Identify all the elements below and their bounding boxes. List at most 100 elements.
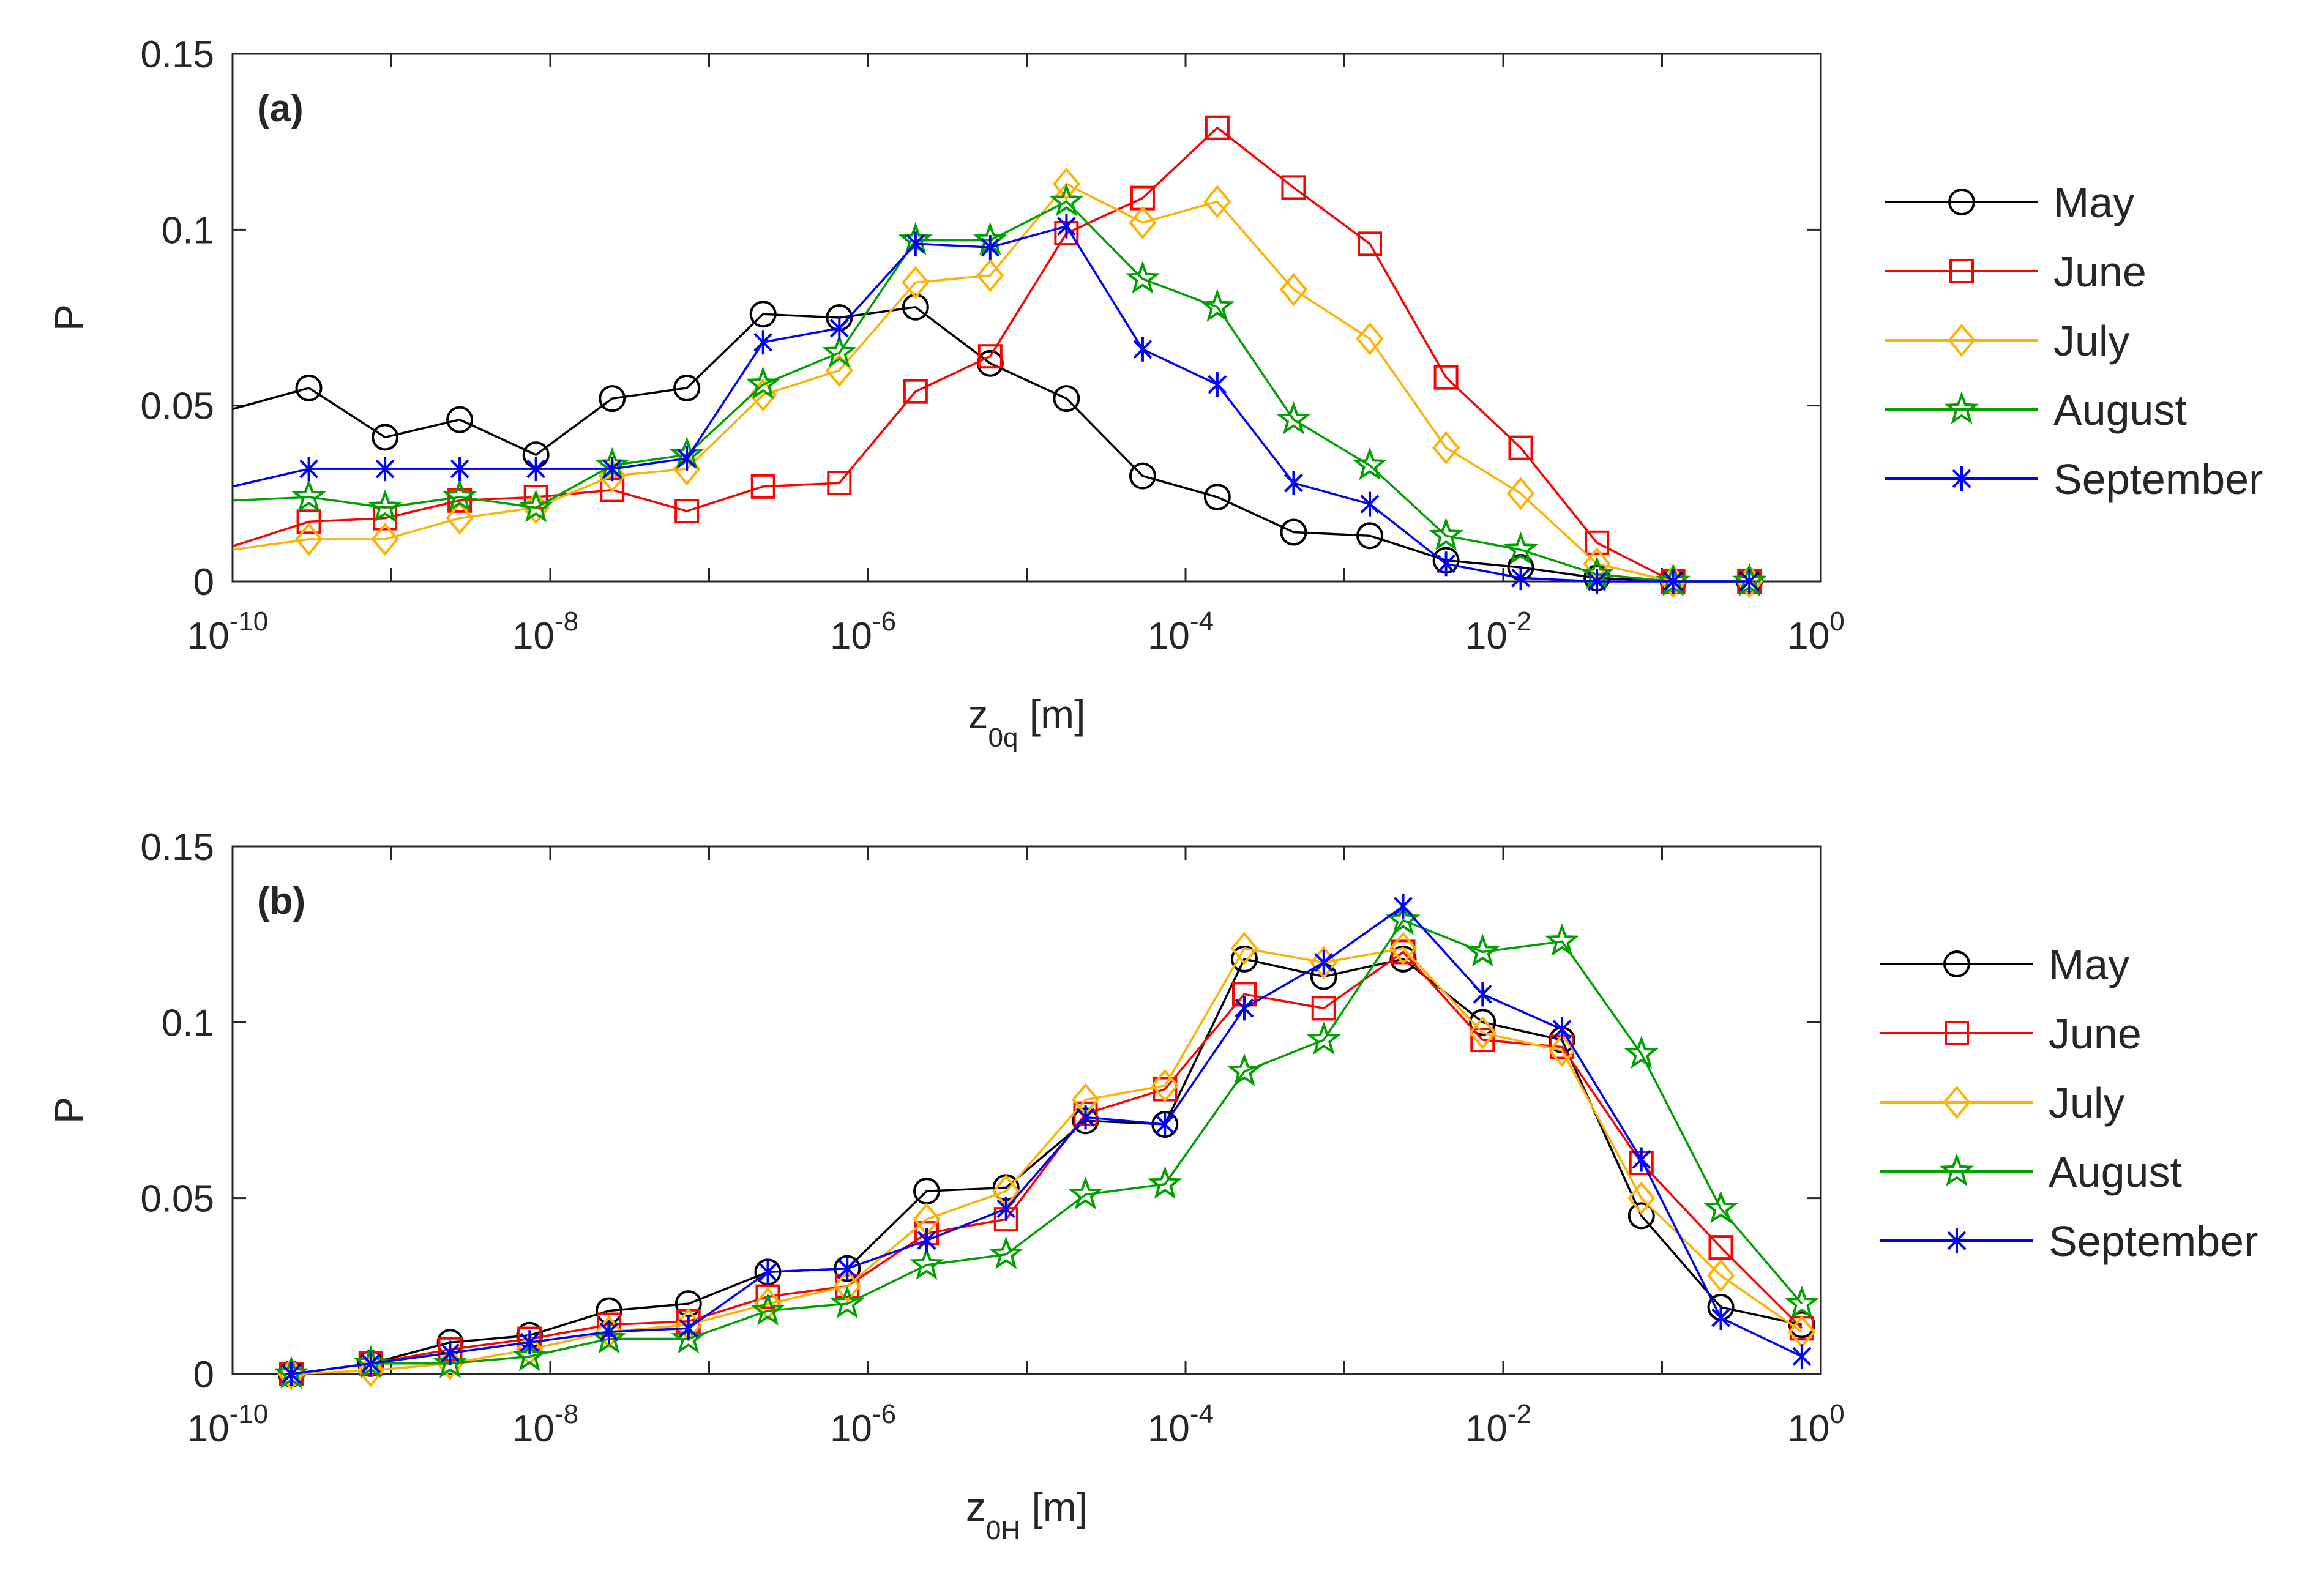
y-tick-label: 0 xyxy=(193,1354,214,1396)
data-point-september xyxy=(1208,372,1227,397)
data-point-july xyxy=(1706,1258,1735,1293)
legend: May June July August September xyxy=(1880,941,2258,1265)
data-point-september xyxy=(602,457,622,482)
data-point-july xyxy=(1627,1181,1656,1215)
data-point-september xyxy=(1587,569,1607,594)
data-point-august xyxy=(518,489,553,523)
data-point-july xyxy=(1203,185,1231,218)
data-point-june xyxy=(1433,365,1459,390)
data-point-september xyxy=(917,1228,936,1253)
data-point-august xyxy=(367,489,403,523)
data-point-june xyxy=(674,499,700,524)
x-tick-label: 10-2 xyxy=(1465,607,1531,657)
data-point-august xyxy=(1227,1053,1262,1086)
series-line-july xyxy=(232,182,1750,583)
data-point-september xyxy=(361,1351,381,1376)
x-tick-label: 10-6 xyxy=(830,607,896,657)
data-point-july xyxy=(294,522,323,556)
axes-box xyxy=(231,53,1822,583)
data-point-june xyxy=(1708,1235,1733,1260)
data-point-september xyxy=(1632,1147,1651,1172)
data-point-september xyxy=(758,1260,777,1285)
data-point-may xyxy=(749,301,777,328)
legend-label-june: June xyxy=(2053,248,2147,296)
data-point-september xyxy=(1394,894,1413,919)
legend-marker-august xyxy=(1939,1153,1975,1187)
legend-marker-august xyxy=(1944,391,1979,425)
x-axis-label: z0q [m] xyxy=(968,692,1086,753)
data-point-september xyxy=(520,1330,539,1355)
data-point-september xyxy=(837,1256,857,1281)
series-line-june xyxy=(232,126,1750,583)
legend-label-july: July xyxy=(2049,1079,2124,1127)
data-point-september xyxy=(1056,214,1076,239)
data-point-august xyxy=(750,1292,785,1326)
data-point-may xyxy=(1203,484,1231,511)
legend-label-september: September xyxy=(2049,1217,2258,1265)
data-point-september xyxy=(282,1362,301,1386)
series-line-may xyxy=(232,305,1750,583)
data-point-may xyxy=(1231,945,1258,973)
plot-area xyxy=(233,846,1821,1374)
data-point-july xyxy=(1129,206,1157,239)
data-point-august xyxy=(1465,933,1500,967)
data-point-july xyxy=(595,1315,623,1349)
data-point-june xyxy=(1281,175,1306,200)
x-tick-label: 10-8 xyxy=(512,1399,578,1450)
y-axis-label: P xyxy=(46,304,91,331)
data-point-august xyxy=(1068,1176,1103,1209)
data-point-september xyxy=(829,316,849,341)
data-point-june xyxy=(750,474,775,499)
data-point-september xyxy=(1284,471,1303,496)
data-point-august xyxy=(1703,1190,1738,1223)
data-point-may xyxy=(1469,1009,1496,1036)
data-point-august xyxy=(1306,1021,1342,1055)
legend-marker-september xyxy=(1947,1228,1967,1253)
panel-label: (b) xyxy=(257,880,305,922)
data-point-june xyxy=(1470,1028,1495,1053)
data-point-may xyxy=(446,406,474,433)
data-point-june xyxy=(977,344,1003,369)
y-tick-label: 0.15 xyxy=(140,826,214,868)
data-point-july xyxy=(446,501,474,535)
legend-marker-july xyxy=(1948,323,1976,357)
data-point-june xyxy=(1508,435,1533,460)
x-tick-label: 10-6 xyxy=(830,1399,896,1450)
x-tick-label: 10-10 xyxy=(187,1399,269,1450)
x-axis-label: z0H [m] xyxy=(966,1484,1088,1545)
data-point-july xyxy=(902,266,930,299)
legend: May June July August September xyxy=(1885,179,2263,503)
data-point-august xyxy=(442,479,477,512)
series-line-september xyxy=(291,905,1803,1375)
axes-box xyxy=(231,845,1822,1375)
legend-marker-may xyxy=(1943,950,1970,977)
data-point-august xyxy=(1352,447,1388,480)
data-point-june xyxy=(903,379,928,404)
legend-label-may: May xyxy=(2053,179,2134,226)
data-point-august xyxy=(822,334,857,368)
legend-marker-september xyxy=(1952,466,1971,491)
y-axis-label: P xyxy=(46,1097,91,1124)
data-point-august xyxy=(1386,902,1421,935)
data-point-may xyxy=(1129,462,1156,490)
series-september xyxy=(232,214,1759,594)
y-tick-label: 0.05 xyxy=(140,386,214,428)
data-point-july xyxy=(371,522,399,556)
data-point-june xyxy=(1358,231,1383,256)
data-point-july xyxy=(1548,1034,1576,1067)
panel-label: (a) xyxy=(257,88,304,130)
data-point-july xyxy=(1151,1069,1179,1102)
x-tick-label: 10-2 xyxy=(1465,1399,1531,1450)
data-point-may xyxy=(674,1290,702,1318)
series-line-june xyxy=(291,950,1803,1375)
data-point-july xyxy=(1468,1016,1496,1050)
data-point-july xyxy=(1389,932,1418,965)
series-line-may xyxy=(291,957,1803,1375)
legend-marker-june xyxy=(1949,259,1974,283)
chart-panel-2: 10-10 10-8 10-6 10-4 10-2 100 0 0.05 0.1 0.15 z0H … xyxy=(46,826,2258,1545)
legend-label-august: August xyxy=(2053,386,2187,434)
data-point-july xyxy=(1279,272,1308,307)
data-point-august xyxy=(1784,1285,1820,1319)
data-point-august xyxy=(1200,289,1235,322)
